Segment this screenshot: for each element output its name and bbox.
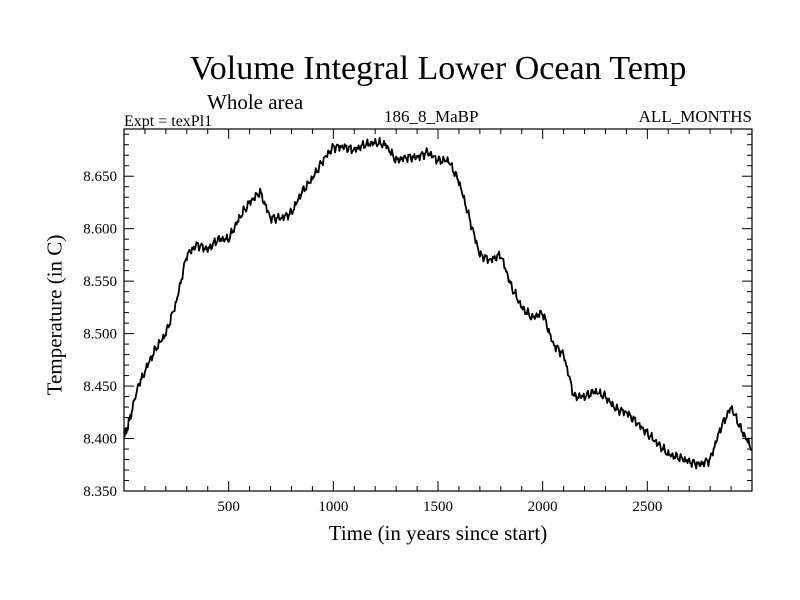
series-group bbox=[123, 136, 753, 470]
y-tick-label: 8.350 bbox=[83, 484, 117, 500]
tick-labels: 500 1000 1500 2000 2500 8.350 8.400 8.450 8.500 8… bbox=[83, 169, 662, 515]
y-tick-label: 8.400 bbox=[83, 432, 117, 448]
axis-ticks bbox=[124, 129, 752, 492]
chart-subtitle: Whole area bbox=[207, 90, 304, 114]
x-tick-label: 2500 bbox=[632, 499, 662, 515]
months-label: ALL_MONTHS bbox=[638, 107, 752, 126]
run-label: 186_8_MaBP bbox=[384, 107, 479, 126]
chart-title: Volume Integral Lower Ocean Temp bbox=[189, 50, 687, 87]
experiment-label: Expt = texPl1 bbox=[124, 113, 213, 130]
plot-frame bbox=[123, 128, 753, 492]
x-tick-label: 500 bbox=[217, 499, 240, 515]
y-tick-label: 8.600 bbox=[83, 222, 117, 238]
y-tick-label: 8.500 bbox=[83, 327, 117, 343]
y-axis-label: Temperature (in C) bbox=[42, 234, 67, 396]
series-line bbox=[123, 136, 753, 470]
y-tick-label: 8.650 bbox=[83, 169, 117, 185]
x-tick-label: 1500 bbox=[423, 499, 453, 515]
y-tick-label: 8.450 bbox=[83, 379, 117, 395]
x-tick-label: 2000 bbox=[528, 499, 558, 515]
x-axis-label: Time (in years since start) bbox=[328, 521, 548, 545]
y-tick-label: 8.550 bbox=[83, 274, 117, 290]
x-tick-label: 1000 bbox=[318, 499, 348, 515]
